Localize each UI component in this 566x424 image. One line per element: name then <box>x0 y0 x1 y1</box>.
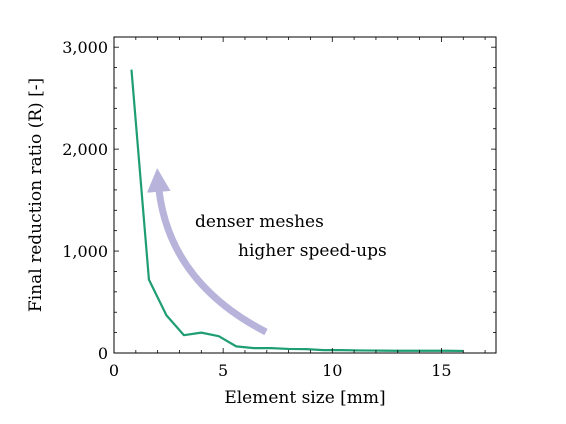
ticks-layer: 0 5 10 15 0 1,000 2,000 3,000 <box>62 37 496 380</box>
x-tick-label: 10 <box>322 361 342 380</box>
x-axis-label: Element size [mm] <box>224 388 385 408</box>
series-line <box>130 69 464 353</box>
y-axis-label: Final reduction ratio (R) [-] <box>26 78 46 312</box>
y-tick-label: 0 <box>98 344 108 363</box>
series-layer <box>130 69 464 353</box>
x-tick-label: 0 <box>109 361 119 380</box>
plot-frame <box>113 36 497 354</box>
y-tick-label: 3,000 <box>62 38 108 57</box>
annotation-higher-speed-ups: higher speed-ups <box>238 241 387 261</box>
y-tick-label: 1,000 <box>62 242 108 261</box>
annotation-layer <box>146 168 268 336</box>
x-tick-label: 15 <box>431 361 451 380</box>
curved-arrow <box>146 168 268 336</box>
annotation-denser-meshes: denser meshes <box>195 212 324 232</box>
y-tick-label: 2,000 <box>62 140 108 159</box>
x-tick-label: 5 <box>218 361 228 380</box>
